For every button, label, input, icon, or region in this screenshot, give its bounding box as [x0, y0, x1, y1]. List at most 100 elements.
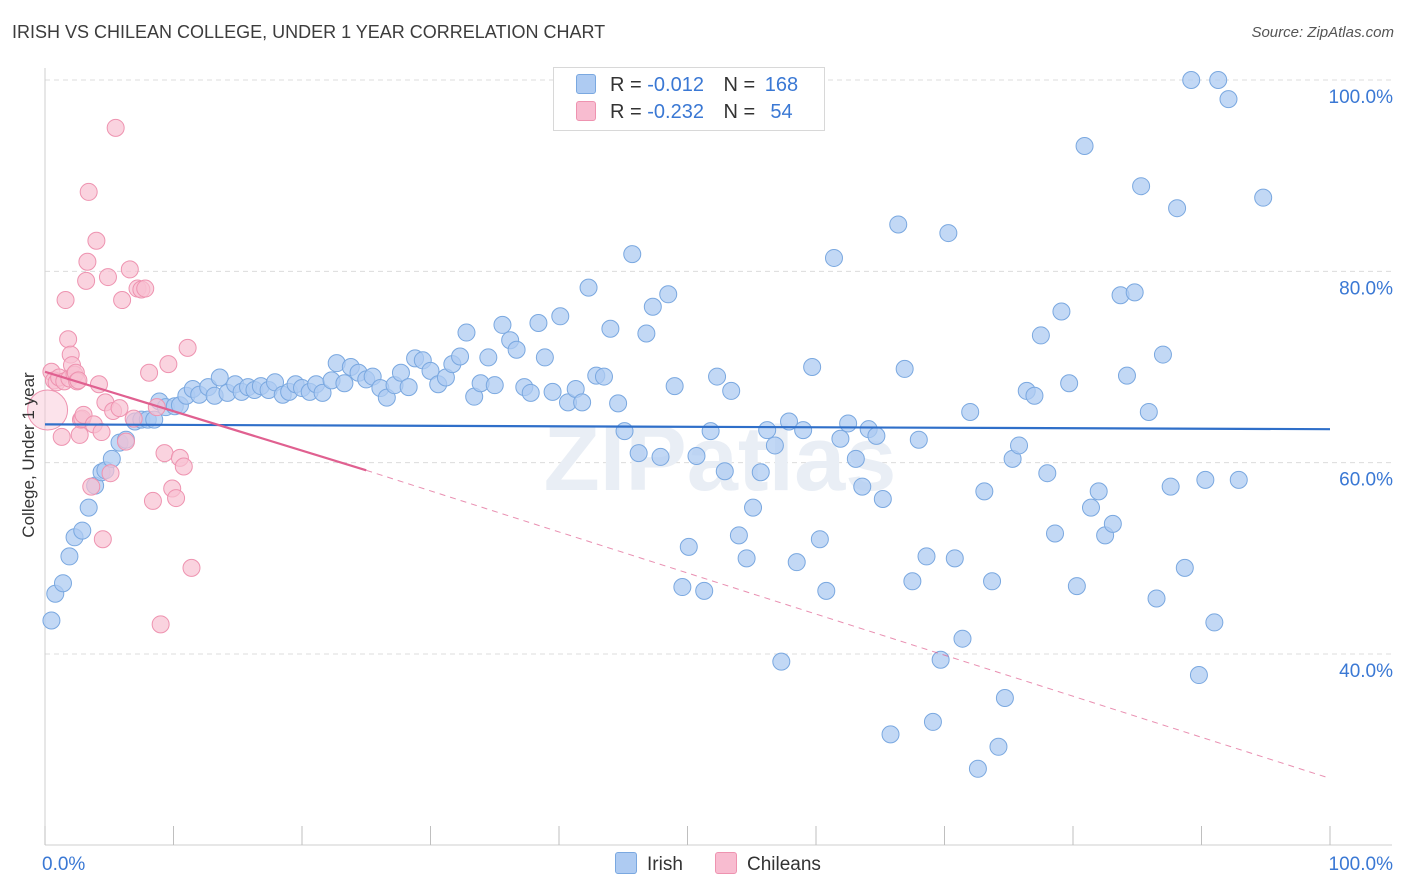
- irish-point: [846, 449, 865, 468]
- irish-point: [673, 578, 692, 597]
- y-tick-label: 80.0%: [1339, 278, 1393, 299]
- irish-point: [601, 319, 620, 338]
- irish-point: [708, 367, 727, 386]
- chileans-point: [143, 491, 162, 510]
- chileans-point: [167, 489, 186, 508]
- irish-point: [881, 725, 900, 744]
- irish-n-label: N =: [723, 74, 756, 96]
- irish-legend-label: Irish: [647, 854, 683, 875]
- irish-point: [594, 367, 613, 386]
- y-tick-label: 40.0%: [1339, 661, 1393, 682]
- irish-point: [615, 422, 634, 441]
- irish-point: [1161, 477, 1180, 496]
- legend-row-irish: R = -0.012 N = 168: [576, 74, 798, 100]
- chileans-point: [87, 231, 106, 250]
- chileans-point: [124, 409, 143, 428]
- chileans-trend-extension: [366, 469, 1331, 779]
- irish-point: [715, 462, 734, 481]
- chart-title: IRISH VS CHILEAN COLLEGE, UNDER 1 YEAR C…: [12, 22, 606, 42]
- irish-point: [817, 581, 836, 600]
- irish-point: [543, 382, 562, 401]
- irish-point: [210, 368, 229, 387]
- irish-point: [60, 547, 79, 566]
- irish-point: [687, 446, 706, 465]
- irish-point: [737, 549, 756, 568]
- irish-point: [1067, 577, 1086, 596]
- watermark: ZIPatlas: [544, 408, 897, 510]
- chileans-point: [59, 330, 78, 349]
- irish-point: [659, 285, 678, 304]
- chileans-point: [159, 355, 178, 374]
- irish-trend-line: [44, 423, 1331, 431]
- irish-point: [643, 297, 662, 316]
- y-tick-label: 100.0%: [1329, 87, 1394, 108]
- chileans-point: [98, 268, 117, 287]
- irish-point: [1229, 470, 1248, 489]
- irish-point: [399, 378, 418, 397]
- chileans-r-label: R =: [610, 101, 642, 123]
- irish-swatch: [576, 74, 596, 94]
- irish-point: [853, 477, 872, 496]
- chileans-swatch: [576, 101, 596, 121]
- irish-point: [1182, 71, 1201, 89]
- chileans-point: [79, 182, 98, 201]
- irish-point: [824, 248, 843, 267]
- irish-point: [751, 463, 770, 482]
- irish-point: [1189, 666, 1208, 685]
- chileans-point: [77, 271, 96, 290]
- irish-point: [758, 421, 777, 440]
- chileans-point: [174, 457, 193, 476]
- irish-point: [729, 526, 748, 545]
- irish-point: [1081, 498, 1100, 517]
- chileans-point: [140, 363, 159, 382]
- irish-point: [1147, 589, 1166, 608]
- irish-point: [1089, 482, 1108, 501]
- irish-legend-swatch: [615, 852, 637, 874]
- irish-r-label: R =: [610, 74, 642, 96]
- x-tick-label: 0.0%: [42, 854, 85, 875]
- chileans-point: [113, 291, 132, 310]
- chileans-point: [27, 389, 69, 431]
- irish-point: [42, 611, 61, 630]
- irish-point: [421, 361, 440, 380]
- legend-row-chileans: R = -0.232 N = 54: [576, 101, 793, 127]
- irish-point: [1075, 137, 1094, 156]
- irish-point: [895, 359, 914, 378]
- irish-point: [995, 689, 1014, 708]
- irish-point: [53, 574, 72, 593]
- x-tick-label: 100.0%: [1329, 854, 1394, 875]
- irish-point: [1139, 402, 1158, 421]
- irish-point: [722, 381, 741, 400]
- irish-point: [968, 759, 987, 778]
- chileans-point: [92, 423, 111, 442]
- chileans-point: [120, 260, 139, 279]
- irish-point: [923, 712, 942, 731]
- irish-point: [889, 215, 908, 234]
- chileans-point: [101, 464, 120, 483]
- irish-point: [1052, 302, 1071, 321]
- axes: [44, 68, 1392, 846]
- irish-point: [485, 376, 504, 395]
- chileans-n-value: 54: [764, 101, 793, 123]
- chileans-point: [151, 615, 170, 634]
- irish-point: [1010, 436, 1029, 455]
- irish-point: [79, 498, 98, 517]
- chileans-point: [178, 338, 197, 357]
- irish-point: [1168, 199, 1187, 218]
- chileans-point: [70, 425, 89, 444]
- irish-n-value: 168: [764, 74, 799, 96]
- irish-point: [867, 426, 886, 445]
- chileans-point: [78, 252, 97, 271]
- chileans-point: [106, 118, 125, 137]
- irish-point: [1117, 366, 1136, 385]
- chileans-point: [56, 291, 75, 310]
- irish-point: [1060, 374, 1079, 393]
- chileans-legend-label: Chileans: [747, 854, 821, 875]
- irish-point: [975, 482, 994, 501]
- irish-point: [1125, 283, 1144, 302]
- chileans-series: [27, 118, 201, 634]
- irish-point: [744, 498, 763, 517]
- irish-point: [493, 315, 512, 334]
- irish-point: [457, 323, 476, 342]
- y-axis-title: College, Under 1 year: [19, 372, 38, 538]
